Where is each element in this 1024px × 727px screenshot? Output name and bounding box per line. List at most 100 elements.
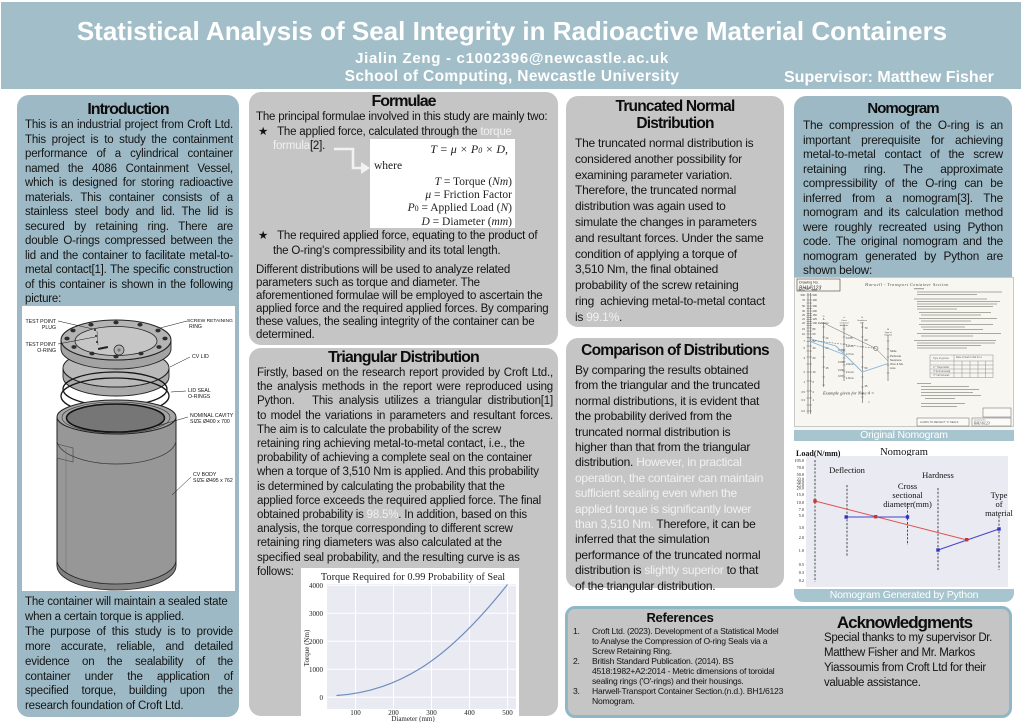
svg-text:SCREW RETAINING: SCREW RETAINING: [187, 318, 233, 324]
svg-text:0.058": 0.058": [838, 348, 845, 352]
svg-text:50: 50: [802, 304, 805, 308]
svg-text:30: 30: [813, 346, 816, 350]
svg-text:material: material: [985, 508, 1013, 518]
svg-text:2000: 2000: [309, 638, 324, 646]
svg-text:SIZE Ø495 x 762: SIZE Ø495 x 762: [193, 478, 233, 484]
svg-text:Perbunan: Perbunan: [890, 354, 902, 358]
svg-text:0.075": 0.075": [846, 336, 853, 340]
svg-text:0: 0: [320, 694, 324, 702]
svg-text:400: 400: [813, 298, 818, 302]
svg-text:Deflection: Deflection: [829, 465, 866, 475]
svg-text:20: 20: [802, 321, 805, 325]
svg-text:Load(N/mm): Load(N/mm): [796, 449, 841, 458]
svg-text:Type of: Type of: [884, 332, 892, 334]
svg-text:LOADS TO DEFLECT 'O' SEALS: LOADS TO DEFLECT 'O' SEALS: [920, 420, 959, 424]
svg-text:Drawing No.: Drawing No.: [799, 281, 819, 285]
svg-text:RING: RING: [189, 324, 202, 330]
svg-text:15: 15: [826, 366, 829, 370]
svg-text:600: 600: [801, 293, 806, 297]
svg-text:33.0: 33.0: [797, 477, 804, 482]
svg-text:7.0: 7.0: [799, 507, 804, 512]
svg-text:10.0: 10.0: [797, 500, 804, 505]
svg-text:900: 900: [813, 293, 818, 297]
svg-text:Cross: Cross: [841, 319, 848, 322]
svg-text:30.0: 30.0: [797, 480, 804, 485]
svg-text:0.2: 0.2: [801, 409, 805, 413]
svg-text:lb/in: lb/in: [812, 288, 817, 292]
svg-text:sectional: sectional: [892, 490, 923, 500]
svg-text:%: %: [823, 316, 825, 318]
svg-text:105.0: 105.0: [795, 458, 804, 463]
svg-text:Deflection: Deflection: [818, 322, 829, 325]
svg-text:material: material: [884, 333, 892, 336]
svg-text:24: 24: [826, 336, 829, 340]
svg-text:15: 15: [802, 327, 805, 331]
svg-text:LID SEAL: LID SEAL: [188, 388, 211, 394]
svg-text:SIZE Ø400 x 700: SIZE Ø400 x 700: [190, 419, 230, 425]
svg-text:Hardness: Hardness: [922, 470, 954, 480]
svg-text:M: M: [887, 329, 889, 331]
svg-text:Type of groove: Type of groove: [933, 357, 949, 360]
svg-text:BS°: BS°: [860, 322, 864, 324]
svg-text:Example given for Note 4 =: Example given for Note 4 =: [822, 391, 874, 396]
svg-text:0.5: 0.5: [801, 390, 805, 394]
svg-text:Torque Required for 0.99 Proba: Torque Required for 0.99 Probability of …: [321, 572, 505, 583]
svg-text:1.0: 1.0: [799, 548, 804, 553]
svg-text:4.7mm: 4.7mm: [846, 352, 854, 356]
svg-text:200: 200: [388, 709, 399, 717]
svg-text:2: 2: [813, 390, 815, 394]
svg-text:20: 20: [813, 356, 816, 360]
svg-text:6: 6: [813, 380, 815, 384]
svg-text:30: 30: [802, 309, 805, 313]
svg-text:60: 60: [865, 338, 868, 342]
svg-text:25: 25: [802, 313, 805, 317]
svg-text:70: 70: [802, 298, 805, 302]
svg-text:70.0: 70.0: [797, 465, 804, 470]
svg-text:1: 1: [813, 398, 815, 402]
svg-text:20.0: 20.0: [797, 486, 804, 491]
svg-text:Hardness: Hardness: [858, 319, 868, 322]
svg-text:5: 5: [804, 346, 806, 350]
svg-text:50.0: 50.0: [797, 472, 804, 477]
svg-text:BH1/6123: BH1/6123: [974, 422, 990, 426]
svg-text:100: 100: [350, 709, 361, 717]
svg-text:0.5: 0.5: [799, 562, 804, 567]
svg-text:5.0: 5.0: [799, 513, 804, 518]
svg-text:diameter(mm): diameter(mm): [883, 499, 932, 509]
svg-text:BH1/6123: BH1/6123: [799, 286, 821, 292]
svg-text:10: 10: [802, 332, 805, 336]
svg-text:Rate of load to that for a: Rate of load to that for a: [956, 356, 982, 359]
svg-text:500: 500: [502, 709, 513, 717]
svg-text:1.6mm: 1.6mm: [846, 376, 854, 380]
svg-text:6.1mm: 6.1mm: [846, 344, 854, 348]
svg-text:0.3: 0.3: [799, 570, 804, 575]
svg-text:0.3: 0.3: [801, 398, 805, 402]
svg-text:×: ×: [868, 400, 870, 404]
svg-text:Torque (Nm): Torque (Nm): [303, 629, 311, 666]
svg-text:Drawing No.: Drawing No.: [974, 419, 986, 422]
svg-text:½"(Full dovetail): ½"(Full dovetail): [933, 369, 950, 373]
svg-text:1000: 1000: [309, 666, 324, 674]
svg-text:4000: 4000: [309, 582, 324, 590]
svg-text:0.03": 0.03": [838, 368, 844, 372]
svg-text:2.1mm: 2.1mm: [846, 370, 854, 374]
svg-text:Δ: Δ: [823, 317, 825, 321]
svg-text:80: 80: [813, 327, 816, 331]
svg-text:45: 45: [865, 384, 868, 388]
svg-text:Harwell - Transport Container: Harwell - Transport Container Section: [864, 282, 949, 287]
svg-text:100: 100: [813, 321, 818, 325]
svg-text:0.038": 0.038": [838, 360, 845, 364]
svg-text:2: 2: [804, 370, 806, 374]
svg-text:TEST POINT: TEST POINT: [26, 319, 57, 325]
svg-text:CV BODY: CV BODY: [193, 472, 217, 478]
svg-text:Nitrile: Nitrile: [890, 349, 897, 353]
svg-text:0.2: 0.2: [799, 578, 804, 583]
svg-text:0.07": 0.07": [838, 374, 844, 378]
svg-text:Nomogram: Nomogram: [880, 447, 928, 458]
svg-text:25.0: 25.0: [797, 483, 804, 488]
svg-text:sectional: sectional: [840, 321, 849, 324]
svg-text:TEST POINT: TEST POINT: [26, 342, 57, 348]
svg-text:H: H: [862, 317, 864, 319]
svg-text:1: 1: [804, 380, 806, 384]
svg-text:CV LID: CV LID: [192, 354, 209, 360]
